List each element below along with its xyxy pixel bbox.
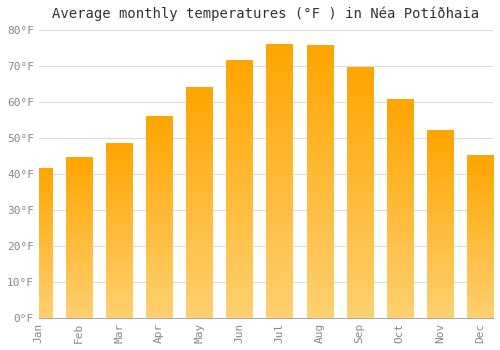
Bar xyxy=(387,100,413,318)
Bar xyxy=(146,116,172,318)
Bar xyxy=(226,60,252,318)
Bar xyxy=(467,156,493,318)
Title: Average monthly temperatures (°F ) in Néa Potíðhaia: Average monthly temperatures (°F ) in Né… xyxy=(52,7,480,21)
Bar xyxy=(346,68,372,318)
Bar xyxy=(26,168,52,318)
Bar xyxy=(186,87,212,318)
Bar xyxy=(106,143,132,318)
Bar xyxy=(306,46,332,318)
Bar xyxy=(66,158,92,318)
Bar xyxy=(266,44,292,318)
Bar xyxy=(427,131,453,318)
